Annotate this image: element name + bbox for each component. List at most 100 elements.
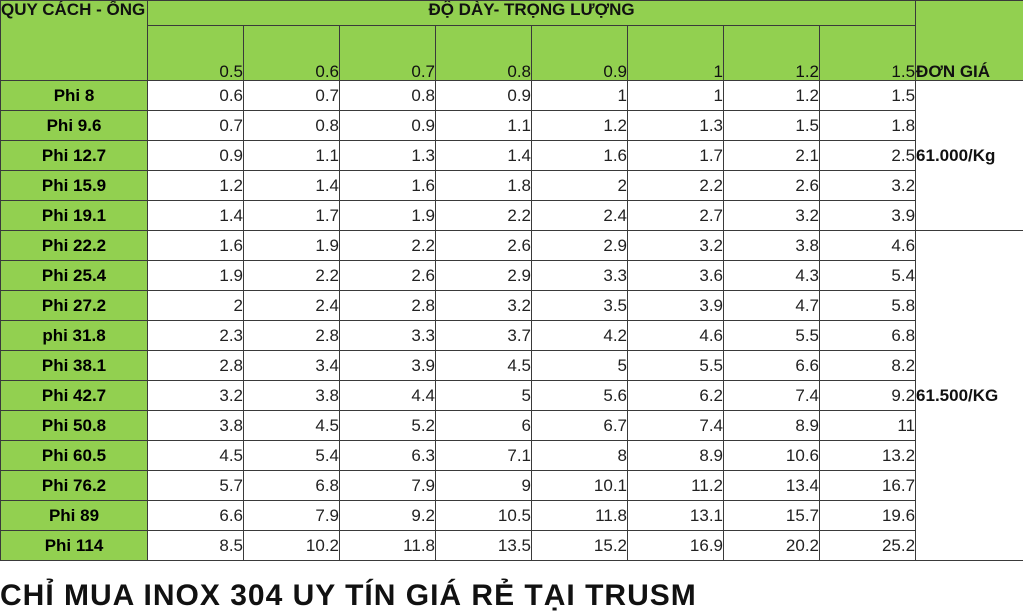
weight-cell: 1.9 [340, 201, 436, 231]
weight-cell: 6 [436, 411, 532, 441]
weight-cell: 3.4 [244, 351, 340, 381]
weight-cell: 13.4 [724, 471, 820, 501]
thickness-4: 0.8 [436, 26, 532, 81]
weight-cell: 9 [436, 471, 532, 501]
spec-cell: phi 31.8 [1, 321, 148, 351]
spec-cell: Phi 42.7 [1, 381, 148, 411]
weight-cell: 2 [148, 291, 244, 321]
weight-cell: 2.8 [148, 351, 244, 381]
weight-cell: 11.2 [628, 471, 724, 501]
weight-cell: 3.2 [820, 171, 916, 201]
spec-cell: Phi 9.6 [1, 111, 148, 141]
weight-cell: 6.7 [532, 411, 628, 441]
weight-cell: 6.6 [148, 501, 244, 531]
spec-cell: Phi 114 [1, 531, 148, 561]
weight-cell: 3.5 [532, 291, 628, 321]
price-table: QUY CÁCH - ỐNG ỐNG ĐỘ DÀY- TRỌNG LƯỢNG Đ… [0, 0, 1023, 561]
weight-cell: 0.7 [148, 111, 244, 141]
weight-cell: 5 [532, 351, 628, 381]
spec-cell: Phi 60.5 [1, 441, 148, 471]
weight-cell: 3.3 [340, 321, 436, 351]
weight-cell: 4.2 [532, 321, 628, 351]
weight-cell: 11.8 [340, 531, 436, 561]
weight-cell: 5.4 [820, 261, 916, 291]
weight-cell: 1.6 [340, 171, 436, 201]
weight-cell: 2.2 [340, 231, 436, 261]
weight-cell: 4.4 [340, 381, 436, 411]
weight-cell: 13.5 [436, 531, 532, 561]
weight-cell: 1.6 [148, 231, 244, 261]
weight-cell: 1.5 [724, 111, 820, 141]
weight-cell: 8.2 [820, 351, 916, 381]
weight-cell: 1.6 [532, 141, 628, 171]
thickness-2: 0.6 [244, 26, 340, 81]
weight-cell: 3.6 [628, 261, 724, 291]
weight-cell: 1.8 [820, 111, 916, 141]
spec-cell: Phi 38.1 [1, 351, 148, 381]
weight-cell: 15.2 [532, 531, 628, 561]
weight-cell: 2.2 [436, 201, 532, 231]
thickness-5: 0.9 [532, 26, 628, 81]
weight-cell: 2.2 [244, 261, 340, 291]
spec-cell: Phi 19.1 [1, 201, 148, 231]
weight-cell: 3.2 [628, 231, 724, 261]
weight-cell: 0.9 [340, 111, 436, 141]
weight-cell: 5 [436, 381, 532, 411]
weight-cell: 6.8 [820, 321, 916, 351]
weight-cell: 5.2 [340, 411, 436, 441]
weight-cell: 1.2 [532, 111, 628, 141]
weight-cell: 4.3 [724, 261, 820, 291]
weight-cell: 6.8 [244, 471, 340, 501]
weight-cell: 2.7 [628, 201, 724, 231]
weight-cell: 9.2 [340, 501, 436, 531]
spec-cell: Phi 25.4 [1, 261, 148, 291]
weight-cell: 4.6 [628, 321, 724, 351]
weight-cell: 4.5 [436, 351, 532, 381]
weight-cell: 1.2 [148, 171, 244, 201]
weight-cell: 4.7 [724, 291, 820, 321]
weight-cell: 2.3 [148, 321, 244, 351]
thickness-header: ĐỘ DÀY- TRỌNG LƯỢNG [148, 1, 916, 26]
weight-cell: 1.5 [820, 81, 916, 111]
weight-cell: 10.1 [532, 471, 628, 501]
weight-cell: 1.9 [148, 261, 244, 291]
weight-cell: 2 [532, 171, 628, 201]
weight-cell: 7.1 [436, 441, 532, 471]
weight-cell: 2.9 [532, 231, 628, 261]
weight-cell: 1.7 [244, 201, 340, 231]
weight-cell: 3.2 [148, 381, 244, 411]
weight-cell: 3.3 [532, 261, 628, 291]
weight-cell: 5.4 [244, 441, 340, 471]
weight-cell: 7.9 [340, 471, 436, 501]
weight-cell: 4.5 [148, 441, 244, 471]
weight-cell: 5.7 [148, 471, 244, 501]
weight-cell: 20.2 [724, 531, 820, 561]
spec-cell: Phi 76.2 [1, 471, 148, 501]
weight-cell: 3.9 [820, 201, 916, 231]
weight-cell: 2.6 [724, 171, 820, 201]
weight-cell: 3.9 [340, 351, 436, 381]
weight-cell: 6.6 [724, 351, 820, 381]
weight-cell: 1.4 [436, 141, 532, 171]
weight-cell: 5.5 [628, 351, 724, 381]
weight-cell: 3.8 [244, 381, 340, 411]
weight-cell: 15.7 [724, 501, 820, 531]
weight-cell: 25.2 [820, 531, 916, 561]
weight-cell: 0.7 [244, 81, 340, 111]
thickness-6: 1 [628, 26, 724, 81]
weight-cell: 16.9 [628, 531, 724, 561]
thickness-8: 1.5 [820, 26, 916, 81]
weight-cell: 2.2 [628, 171, 724, 201]
